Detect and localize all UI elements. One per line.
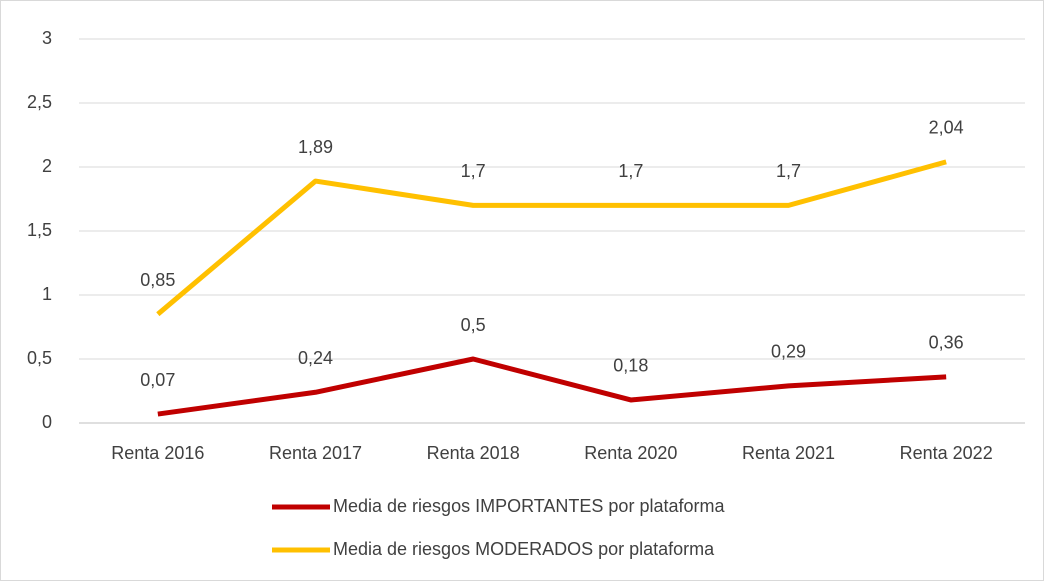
- data-label: 0,29: [771, 342, 806, 362]
- legend-label: Media de riesgos MODERADOS por plataform…: [333, 539, 715, 559]
- x-tick-label: Renta 2016: [111, 443, 204, 463]
- y-tick-label: 1: [42, 284, 52, 304]
- data-label: 0,24: [298, 348, 333, 368]
- data-label: 1,7: [461, 161, 486, 181]
- data-label: 1,89: [298, 137, 333, 157]
- data-label: 0,18: [613, 356, 648, 376]
- data-label: 0,36: [929, 333, 964, 353]
- legend-label: Media de riesgos IMPORTANTES por platafo…: [333, 496, 725, 516]
- y-tick-label: 2,5: [27, 92, 52, 112]
- x-tick-label: Renta 2021: [742, 443, 835, 463]
- data-label: 0,85: [140, 270, 175, 290]
- y-tick-label: 3: [42, 28, 52, 48]
- data-label: 0,07: [140, 370, 175, 390]
- data-label: 1,7: [618, 161, 643, 181]
- data-label: 1,7: [776, 161, 801, 181]
- x-tick-label: Renta 2020: [584, 443, 677, 463]
- y-tick-label: 2: [42, 156, 52, 176]
- series-line: [157, 356, 947, 417]
- y-tick-label: 0: [42, 412, 52, 432]
- data-label: 0,5: [461, 315, 486, 335]
- data-label: 2,04: [929, 118, 964, 138]
- x-tick-label: Renta 2022: [900, 443, 993, 463]
- y-tick-label: 1,5: [27, 220, 52, 240]
- series-line: [156, 159, 947, 317]
- x-tick-label: Renta 2018: [427, 443, 520, 463]
- y-tick-label: 0,5: [27, 348, 52, 368]
- x-tick-label: Renta 2017: [269, 443, 362, 463]
